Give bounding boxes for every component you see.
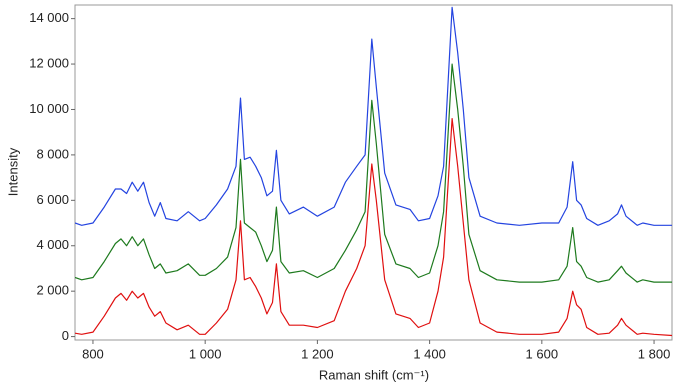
x-axis-title: Raman shift (cm⁻¹) xyxy=(319,367,429,382)
y-tick-label: 6 000 xyxy=(36,192,69,207)
y-tick-label: 12 000 xyxy=(29,55,69,70)
y-tick-label: 14 000 xyxy=(29,10,69,25)
y-tick-label: 10 000 xyxy=(29,101,69,116)
x-tick-label: 1 400 xyxy=(413,346,446,361)
plot-frame xyxy=(74,4,673,341)
spectrum-line xyxy=(75,118,672,337)
x-tick-label: 800 xyxy=(82,346,104,361)
y-tick-label: 0 xyxy=(62,328,69,343)
spectrum-line xyxy=(75,63,672,283)
x-tick-label: 1 000 xyxy=(189,346,222,361)
spectrum-line xyxy=(75,6,672,226)
x-tick-label: 1 600 xyxy=(526,346,559,361)
x-tick-label: 1 200 xyxy=(301,346,334,361)
x-tick-label: 1 800 xyxy=(638,346,671,361)
y-tick-label: 4 000 xyxy=(36,237,69,252)
y-tick-label: 8 000 xyxy=(36,146,69,161)
y-tick-label: 2 000 xyxy=(36,283,69,298)
y-axis-title: Intensity xyxy=(5,147,20,196)
